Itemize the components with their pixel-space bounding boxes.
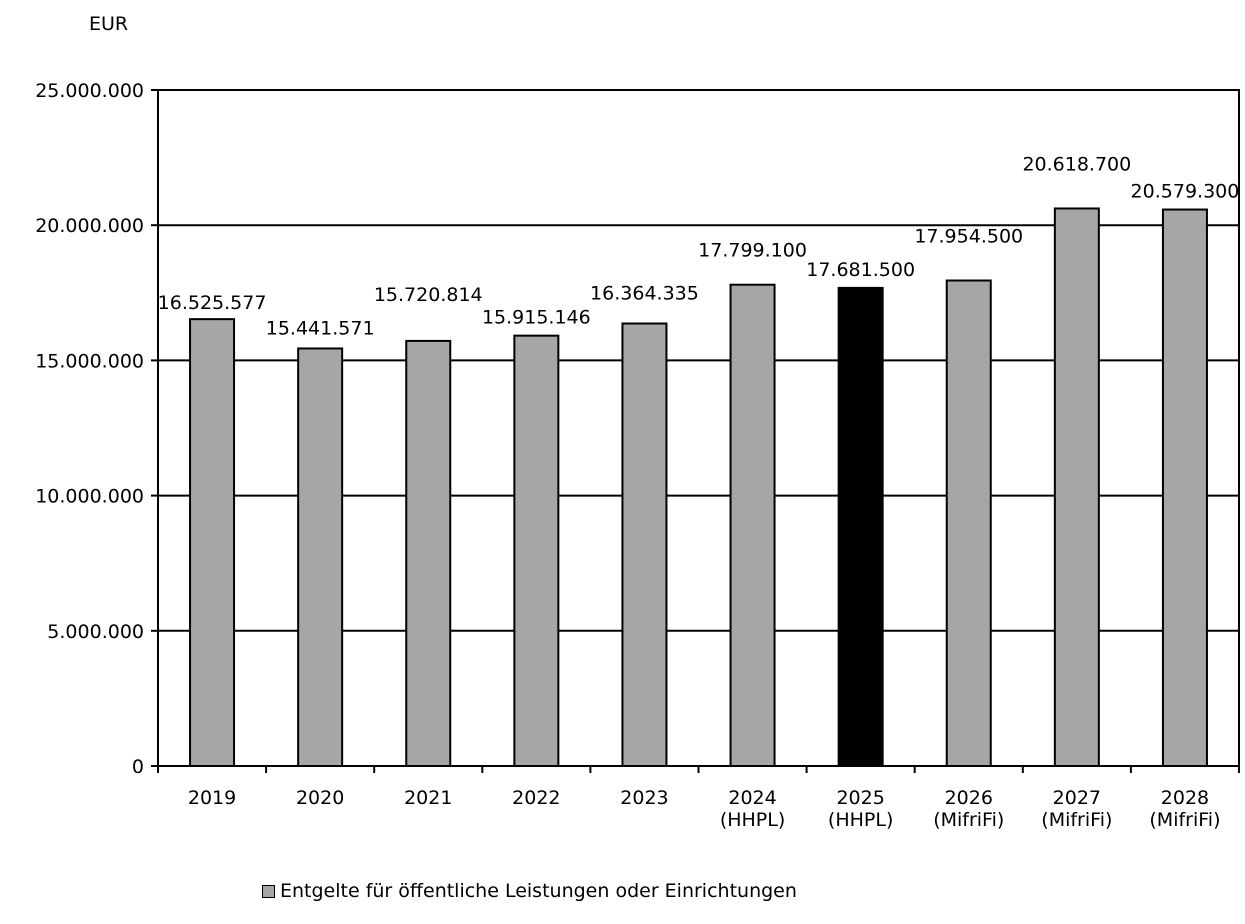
data-label: 17.799.100 bbox=[698, 240, 807, 262]
y-tick-label: 15.000.000 bbox=[35, 350, 144, 372]
data-label: 17.681.500 bbox=[806, 259, 915, 281]
y-tick-label: 0 bbox=[132, 756, 144, 778]
data-label: 16.364.335 bbox=[590, 283, 699, 305]
x-tick-label: 2021 bbox=[404, 787, 452, 809]
data-label: 15.441.571 bbox=[266, 317, 375, 339]
x-tick-label: 2027 bbox=[1053, 787, 1101, 809]
data-label: 20.579.300 bbox=[1131, 181, 1240, 203]
bar bbox=[729, 283, 776, 767]
data-label: 16.525.577 bbox=[158, 292, 267, 314]
data-label: 15.915.146 bbox=[482, 307, 591, 329]
bar bbox=[297, 347, 344, 767]
bar bbox=[513, 334, 560, 767]
y-tick-label: 20.000.000 bbox=[35, 215, 144, 237]
bar bbox=[837, 286, 884, 767]
y-axis-unit-label: EUR bbox=[89, 13, 129, 35]
legend-label: Entgelte für öffentliche Leistungen oder… bbox=[280, 880, 797, 902]
x-tick-label: 2026 bbox=[945, 787, 993, 809]
x-tick-label: 2023 bbox=[620, 787, 668, 809]
x-tick-label: (MifriFi) bbox=[1041, 809, 1112, 831]
bar bbox=[1053, 207, 1100, 768]
x-tick-label: 2024 bbox=[728, 787, 776, 809]
x-tick-label: 2022 bbox=[512, 787, 560, 809]
x-tick-label: (MifriFi) bbox=[1149, 809, 1220, 831]
bar bbox=[945, 279, 992, 767]
y-tick-label: 10.000.000 bbox=[35, 486, 144, 508]
y-tick-label: 25.000.000 bbox=[35, 80, 144, 102]
data-label: 15.720.814 bbox=[374, 284, 483, 306]
x-tick-label: 2019 bbox=[188, 787, 236, 809]
x-tick-label: (MifriFi) bbox=[933, 809, 1004, 831]
x-tick-label: 2028 bbox=[1161, 787, 1209, 809]
bar bbox=[1161, 208, 1208, 768]
legend-swatch bbox=[262, 884, 275, 898]
bar bbox=[189, 318, 236, 767]
bar bbox=[621, 322, 668, 767]
data-label: 17.954.500 bbox=[914, 226, 1023, 248]
x-tick-label: 2025 bbox=[836, 787, 884, 809]
x-tick-label: (HHPL) bbox=[720, 809, 785, 831]
x-tick-label: 2020 bbox=[296, 787, 344, 809]
data-label: 20.618.700 bbox=[1022, 153, 1131, 175]
bar bbox=[405, 339, 452, 767]
x-tick-label: (HHPL) bbox=[828, 809, 893, 831]
legend: Entgelte für öffentliche Leistungen oder… bbox=[262, 880, 797, 902]
y-tick-label: 5.000.000 bbox=[47, 621, 144, 643]
